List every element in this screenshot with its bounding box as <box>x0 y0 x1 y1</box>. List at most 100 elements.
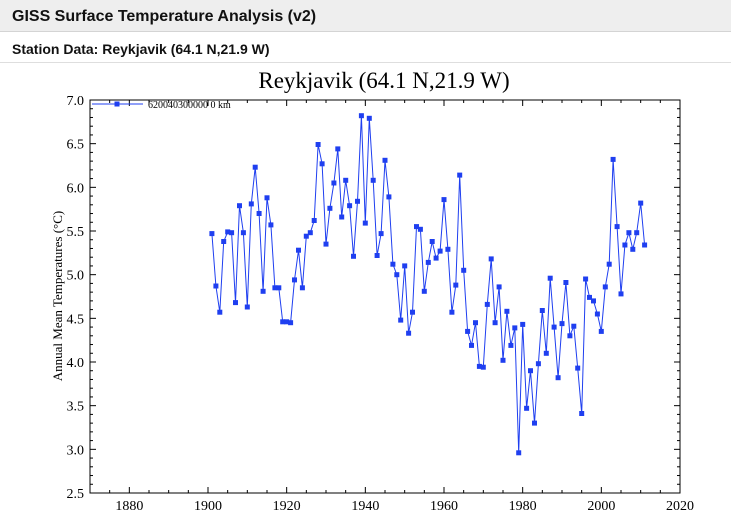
data-point <box>516 450 522 456</box>
data-point <box>272 285 278 291</box>
station-subtitle: Station Data: Reykjavik (64.1 N,21.9 W) <box>12 41 270 57</box>
y-tick-label: 6.5 <box>67 138 85 153</box>
data-point <box>524 405 530 411</box>
axis-ticks <box>89 99 681 494</box>
data-point <box>221 239 227 244</box>
data-point <box>579 411 585 416</box>
data-point <box>421 288 427 294</box>
data-point <box>288 320 294 326</box>
data-point <box>551 324 557 330</box>
tick-labels: 1880 1900 1920 1940 1960 1980 2000 2020 2.5 3.0 3.… <box>67 94 695 514</box>
y-tick-label: 7.0 <box>67 94 85 109</box>
data-point <box>311 218 317 223</box>
data-point <box>496 284 502 290</box>
data-point <box>610 156 616 162</box>
data-point <box>417 226 423 232</box>
data-point <box>575 365 581 371</box>
data-point <box>292 277 297 283</box>
data-point <box>532 420 537 426</box>
subtitle-divider <box>0 62 731 63</box>
data-point <box>268 222 274 228</box>
data-point <box>307 230 313 236</box>
data-point <box>406 330 412 336</box>
data-point <box>331 180 337 186</box>
data-point <box>382 157 388 163</box>
data-point <box>642 242 648 248</box>
data-point <box>335 146 341 152</box>
y-tick-label: 2.5 <box>67 487 85 502</box>
data-point <box>484 301 490 307</box>
data-point <box>539 308 545 313</box>
x-tick-label: 1880 <box>115 499 143 514</box>
data-point <box>445 246 451 252</box>
data-point <box>280 319 286 325</box>
data-point <box>315 142 321 147</box>
data-point <box>433 255 439 261</box>
data-point <box>323 241 329 247</box>
legend-marker <box>114 101 120 107</box>
data-point <box>465 328 471 334</box>
data-point <box>343 177 349 183</box>
data-point <box>508 342 514 348</box>
data-point <box>398 317 404 323</box>
x-tick-label: 2020 <box>666 499 694 514</box>
data-point <box>591 298 596 304</box>
data-point <box>583 276 589 282</box>
data-point <box>327 205 333 211</box>
y-tick-label: 4.5 <box>67 312 85 327</box>
data-point <box>618 291 624 297</box>
data-point <box>567 333 573 339</box>
data-point <box>626 230 632 236</box>
data-point <box>358 113 364 119</box>
data-point <box>260 288 266 294</box>
data-point <box>248 201 254 207</box>
data-point <box>543 350 549 356</box>
legend-label: 620040300000 0 km <box>148 100 231 111</box>
data-point <box>296 247 301 253</box>
data-point <box>512 325 518 331</box>
data-point <box>252 164 258 170</box>
data-point <box>209 231 215 237</box>
data-point <box>638 200 644 206</box>
y-tick-label: 3.5 <box>67 400 85 415</box>
data-point <box>594 311 600 317</box>
data-point <box>394 272 400 278</box>
data-point <box>547 275 553 281</box>
data-point <box>598 328 604 334</box>
x-tick-label: 1980 <box>509 499 537 514</box>
data-point <box>299 285 305 291</box>
data-point <box>362 220 368 226</box>
data-point <box>563 280 569 285</box>
x-tick-label: 1900 <box>194 499 222 514</box>
data-point <box>402 263 408 269</box>
data-point <box>528 368 533 374</box>
data-point <box>488 256 494 262</box>
data-point <box>425 259 431 265</box>
data-point <box>457 172 463 178</box>
data-point <box>355 198 360 204</box>
data-point <box>229 230 235 236</box>
data-point <box>429 239 435 244</box>
chart-title: Reykjavik (64.1 N,21.9 W) <box>258 68 509 93</box>
data-point <box>571 323 577 329</box>
data-point <box>504 308 510 314</box>
y-tick-label: 4.0 <box>67 356 85 371</box>
data-point <box>500 357 506 363</box>
data-point <box>469 342 474 348</box>
data-point <box>386 194 392 200</box>
data-point <box>414 224 419 230</box>
data-point <box>366 115 372 121</box>
data-point <box>240 230 246 236</box>
data-point <box>339 214 345 220</box>
data-point <box>453 282 459 288</box>
series-reykjavik <box>209 113 648 456</box>
legend: 620040300000 0 km <box>92 100 231 111</box>
x-tick-label: 1920 <box>273 499 301 514</box>
data-point <box>233 300 238 306</box>
x-tick-label: 2000 <box>587 499 615 514</box>
data-point <box>374 253 380 258</box>
page-header: GISS Surface Temperature Analysis (v2) <box>0 0 731 32</box>
data-point <box>213 283 219 289</box>
data-point <box>347 203 353 209</box>
